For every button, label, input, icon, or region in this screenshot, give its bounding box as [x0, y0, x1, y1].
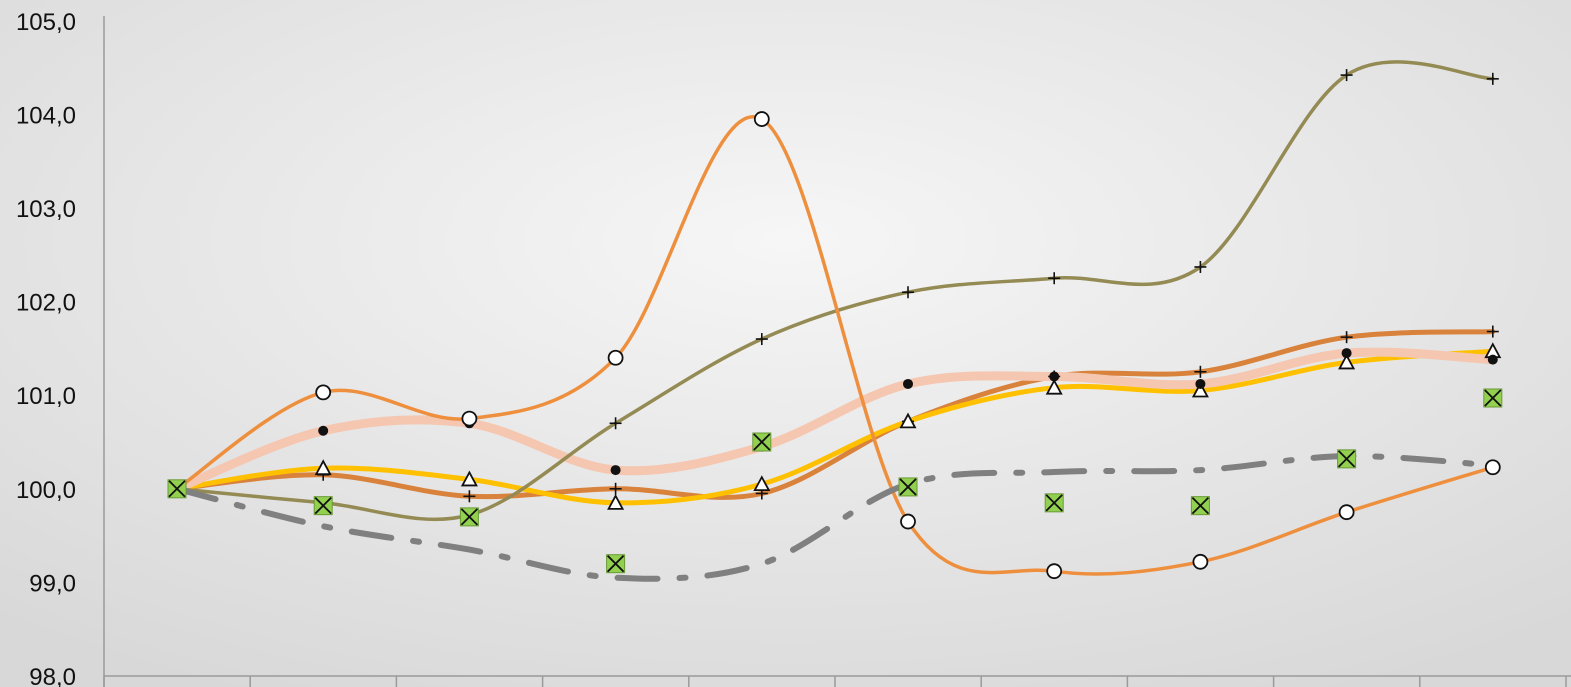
data-point: [461, 410, 478, 427]
data-point: [902, 286, 914, 299]
markers-group: [167, 69, 1503, 580]
data-point: [1191, 381, 1209, 398]
data-point: [1337, 449, 1357, 469]
y-tick-label: 104,0: [16, 102, 76, 129]
series-group: [172, 60, 1498, 582]
y-tick-label: 98,0: [29, 664, 76, 687]
data-point: [313, 496, 333, 516]
data-point: [460, 470, 478, 487]
data-point: [1048, 272, 1061, 285]
data-point: [606, 554, 626, 574]
data-point: [753, 111, 770, 127]
data-point: [1338, 353, 1356, 370]
data-point: [753, 475, 771, 492]
data-point: [900, 513, 916, 530]
y-tick-label: 103,0: [16, 196, 76, 223]
y-tick-label: 102,0: [16, 290, 76, 317]
data-point: [318, 425, 329, 436]
data-point: [609, 417, 622, 430]
data-point: [899, 412, 917, 429]
data-point: [898, 477, 918, 497]
data-point: [314, 459, 332, 476]
data-point: [1340, 69, 1353, 82]
y-tick-label: 105,0: [16, 9, 76, 36]
data-point: [609, 482, 622, 495]
data-point: [610, 465, 621, 476]
data-point: [1045, 378, 1063, 395]
series-line-5: [175, 115, 1495, 576]
data-point: [1483, 388, 1503, 408]
data-point: [607, 349, 624, 366]
series-line-1: [174, 329, 1496, 500]
data-point: [1190, 496, 1210, 516]
data-point: [755, 333, 768, 346]
y-tick-label: 101,0: [16, 383, 76, 410]
data-point: [607, 493, 625, 510]
data-point: [1487, 354, 1498, 365]
data-point: [1341, 348, 1352, 359]
data-point: [1194, 260, 1207, 273]
data-point: [459, 507, 479, 527]
data-point: [1484, 459, 1501, 476]
data-point: [903, 378, 913, 389]
data-point: [1340, 331, 1353, 344]
axes: 98,0 99,0 100,0 101,0 102,0 103,0 104,0 105,0: [16, 9, 1571, 687]
data-point: [167, 479, 187, 499]
series-line-2: [174, 348, 1496, 506]
data-point: [752, 432, 772, 452]
y-tick-label: 100,0: [16, 477, 76, 504]
data-point: [1049, 371, 1060, 382]
series-line-3: [172, 347, 1498, 494]
data-point: [1192, 553, 1209, 570]
data-point: [1194, 365, 1207, 378]
data-point: [1338, 504, 1355, 521]
data-point: [1486, 72, 1499, 85]
y-tick-label: 99,0: [29, 570, 76, 597]
data-point: [1046, 563, 1063, 580]
data-point: [315, 384, 332, 401]
data-point: [463, 490, 476, 503]
series-line-4: [175, 60, 1495, 522]
data-point: [1486, 325, 1499, 338]
data-point: [1044, 493, 1064, 513]
data-point: [1195, 378, 1206, 389]
